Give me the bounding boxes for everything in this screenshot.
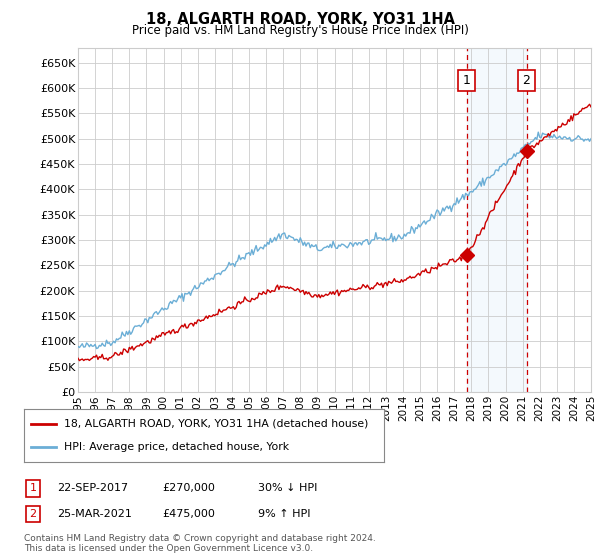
Text: 22-SEP-2017: 22-SEP-2017 (57, 483, 128, 493)
Text: £475,000: £475,000 (162, 509, 215, 519)
Text: HPI: Average price, detached house, York: HPI: Average price, detached house, York (64, 442, 289, 452)
Text: 2: 2 (29, 509, 37, 519)
Text: £270,000: £270,000 (162, 483, 215, 493)
Text: Contains HM Land Registry data © Crown copyright and database right 2024.
This d: Contains HM Land Registry data © Crown c… (24, 534, 376, 553)
Text: 2: 2 (523, 74, 530, 87)
Text: Price paid vs. HM Land Registry's House Price Index (HPI): Price paid vs. HM Land Registry's House … (131, 24, 469, 36)
Text: 18, ALGARTH ROAD, YORK, YO31 1HA (detached house): 18, ALGARTH ROAD, YORK, YO31 1HA (detach… (64, 419, 368, 429)
Text: 18, ALGARTH ROAD, YORK, YO31 1HA: 18, ALGARTH ROAD, YORK, YO31 1HA (146, 12, 455, 27)
Text: 25-MAR-2021: 25-MAR-2021 (57, 509, 132, 519)
Text: 1: 1 (29, 483, 37, 493)
Text: 9% ↑ HPI: 9% ↑ HPI (258, 509, 311, 519)
Bar (467, 48, 527, 392)
Text: 30% ↓ HPI: 30% ↓ HPI (258, 483, 317, 493)
Text: 1: 1 (463, 74, 470, 87)
